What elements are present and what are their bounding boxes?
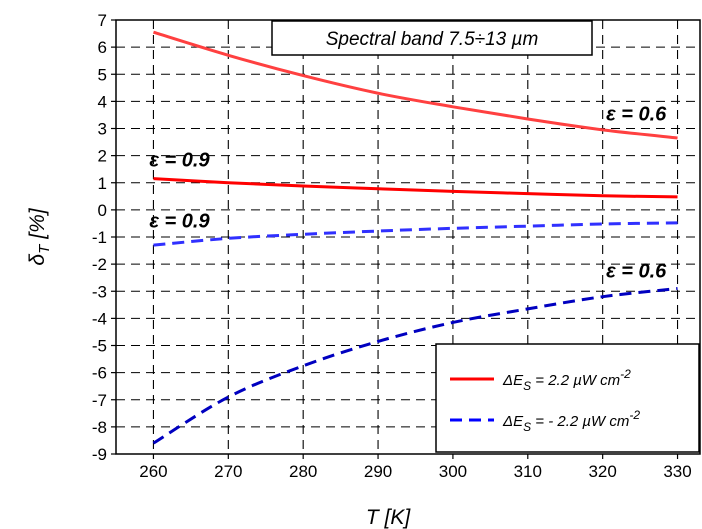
y-tick-label-14: -7 bbox=[92, 391, 107, 410]
series-line-0 bbox=[152, 30, 678, 140]
y-tick-label-1: 6 bbox=[98, 38, 107, 57]
legend-label-1: ΔES = - 2.2 µW cm-2 bbox=[502, 408, 640, 434]
x-tick-label-7: 330 bbox=[663, 462, 691, 481]
ticks: 7 6 5 4 3 2 1 0 -1 -2 -3 -4 -5 -6 -7 -8 -9 260 270 280 290 30… bbox=[92, 11, 692, 481]
legend: ΔES = 2.2 µW cm-2 ΔES = - 2.2 µW cm-2 bbox=[435, 343, 700, 453]
y-tick-label-11: -4 bbox=[92, 309, 107, 328]
annotations: ε = 0.6 ε = 0.9 ε = 0.9 ε = 0.6 bbox=[149, 103, 667, 282]
y-tick-label-4: 3 bbox=[98, 120, 107, 139]
y-tick-label-13: -6 bbox=[92, 364, 107, 383]
y-tick-label-0: 7 bbox=[98, 11, 107, 30]
x-tick-label-1: 270 bbox=[214, 462, 242, 481]
y-tick-label-15: -8 bbox=[92, 418, 107, 437]
series-line-2 bbox=[153, 221, 678, 247]
y-tick-label-10: -3 bbox=[92, 282, 107, 301]
x-tick-label-6: 320 bbox=[588, 462, 616, 481]
series-layer bbox=[152, 30, 678, 445]
series-line-3 bbox=[152, 287, 678, 445]
x-tick-label-0: 260 bbox=[139, 462, 167, 481]
annotation-2: ε = 0.9 bbox=[149, 211, 210, 233]
x-tick-label-5: 310 bbox=[514, 462, 542, 481]
annotation-3: ε = 0.6 bbox=[606, 261, 667, 283]
y-tick-label-16: -9 bbox=[92, 445, 107, 464]
x-tick-label-4: 300 bbox=[439, 462, 467, 481]
series-line-1 bbox=[153, 177, 678, 199]
y-tick-label-8: -1 bbox=[92, 228, 107, 247]
y-tick-label-2: 5 bbox=[98, 65, 107, 84]
y-tick-label-5: 2 bbox=[98, 147, 107, 166]
x-tick-label-3: 290 bbox=[364, 462, 392, 481]
y-tick-label-6: 1 bbox=[98, 174, 107, 193]
x-tick-label-2: 280 bbox=[289, 462, 317, 481]
x-axis-label: T [K] bbox=[366, 506, 412, 529]
y-tick-label-3: 4 bbox=[98, 92, 107, 111]
legend-label-0: ΔES = 2.2 µW cm-2 bbox=[502, 367, 631, 393]
y-tick-label-12: -5 bbox=[92, 337, 107, 356]
y-tick-label-7: 0 bbox=[98, 201, 107, 220]
y-tick-label-9: -2 bbox=[92, 255, 107, 274]
annotation-0: ε = 0.6 bbox=[606, 103, 667, 125]
chart-title: Spectral band 7.5÷13 µm bbox=[326, 29, 539, 50]
chart-title-box: Spectral band 7.5÷13 µm bbox=[271, 20, 593, 56]
y-axis-label: δT[%] bbox=[26, 207, 53, 265]
annotation-1: ε = 0.9 bbox=[149, 149, 210, 171]
